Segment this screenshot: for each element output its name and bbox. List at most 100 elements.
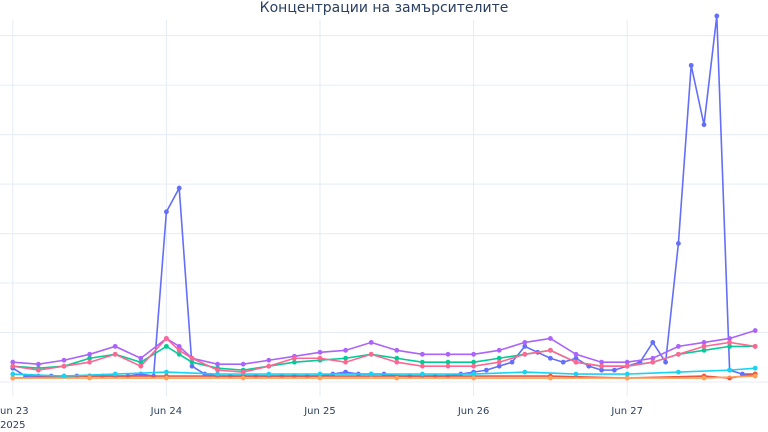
series-line-6 [12,367,756,377]
series-point-7 [87,359,92,365]
series-point-7 [471,363,476,369]
x-tick-year: 2025 [0,420,25,431]
series-point-6 [61,373,67,379]
series-point-1 [164,209,169,215]
series-point-7 [292,355,297,361]
series-point-3 [292,359,297,365]
series-point-6 [676,369,681,375]
series-point-4 [36,361,41,367]
series-point-4 [138,355,144,361]
series-point-4 [317,349,323,355]
series-point-7 [10,363,16,369]
series-point-7 [496,359,502,365]
series-point-4 [368,340,374,345]
series-point-4 [61,357,67,363]
series-point-1 [701,122,707,128]
series-line-2 [12,373,756,379]
series-point-4 [701,340,707,345]
grid-layer [0,20,768,396]
series-point-4 [752,328,758,333]
series-point-3 [471,359,476,365]
series-point-1 [573,355,579,361]
series-point-4 [573,351,579,357]
series-point-5 [164,375,169,381]
series-point-7 [138,363,144,369]
series-point-7 [599,363,604,369]
series-point-6 [471,371,476,377]
x-tick-label: Jun 25 [303,406,336,417]
series-point-4 [176,343,182,349]
series-point-7 [266,363,272,369]
series-point-7 [676,351,681,357]
series-point-6 [266,371,272,377]
series-point-6 [573,371,579,377]
series-point-4 [727,336,732,341]
series-point-7 [624,363,630,369]
series-point-3 [138,359,144,365]
series-point-3 [445,359,451,365]
series-point-3 [189,359,195,365]
series-point-1 [650,340,656,345]
series-point-7 [61,363,67,369]
chart-title: Концентрации на замърсителите [259,0,509,16]
series-point-6 [522,369,528,375]
series-point-4 [548,336,553,341]
series-point-6 [727,367,732,373]
series-point-4 [650,355,656,361]
series-point-6 [215,371,221,377]
series-point-7 [368,351,374,357]
series-point-7 [701,343,707,349]
series-point-1 [176,185,182,191]
series-point-1 [560,359,566,365]
series-point-7 [445,363,451,369]
series-point-3 [420,359,425,365]
series-point-4 [471,351,476,357]
series-point-4 [420,351,425,357]
series-point-4 [445,351,451,357]
series-point-1 [688,62,694,68]
x-tick-label: Jun 26 [457,406,490,417]
series-point-5 [240,375,246,381]
series-point-1 [522,343,528,349]
series-point-5 [394,375,400,381]
series-point-3 [87,355,92,361]
series-point-4 [240,361,246,367]
series-point-7 [164,336,169,341]
series-point-4 [522,340,528,345]
series-point-7 [36,367,41,373]
series-point-4 [215,361,221,367]
series-point-3 [394,355,400,361]
series-point-5 [317,375,323,381]
series-point-7 [317,355,323,361]
series-point-1 [612,367,617,373]
series-point-7 [343,359,348,365]
series-point-1 [509,359,515,365]
series-point-5 [752,373,758,379]
series-point-4 [624,359,630,365]
series-point-5 [701,375,707,381]
series-point-4 [266,357,272,363]
series-point-7 [727,340,732,345]
series-point-7 [420,363,425,369]
series-point-4 [394,347,400,353]
series-point-4 [87,351,92,357]
series-point-6 [624,371,630,377]
series-point-3 [164,343,169,349]
series-point-4 [343,347,348,353]
series-point-5 [10,375,16,381]
series-point-7 [215,367,221,373]
series-point-7 [176,347,182,353]
series-point-3 [701,347,707,353]
series-point-1 [189,363,195,369]
series-point-1 [676,241,681,246]
series-layer [10,13,758,381]
x-tick-label: Jun 27 [610,406,643,417]
series-point-5 [471,375,476,381]
series-point-6 [420,371,425,377]
series-point-1 [548,355,553,361]
x-tick-label: Jun 24 [150,406,183,417]
series-point-7 [240,369,246,375]
series-point-7 [189,355,195,361]
series-point-3 [343,355,348,361]
series-point-7 [522,351,528,357]
